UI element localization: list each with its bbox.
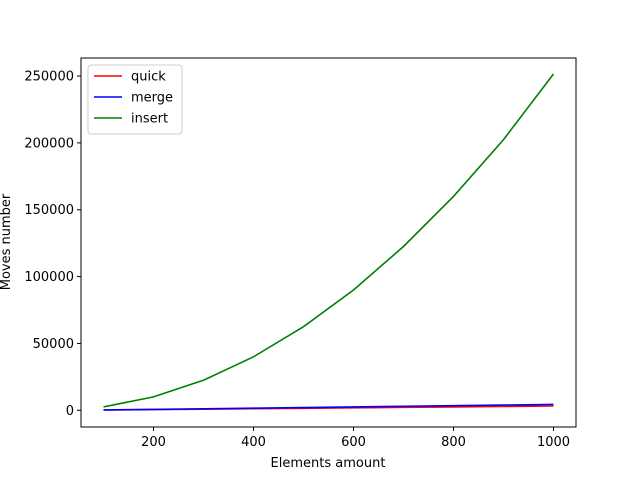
y-tick-label: 250000 — [24, 70, 74, 85]
series-line-insert — [103, 73, 555, 408]
x-tick-label: 600 — [341, 435, 366, 450]
legend-label-insert: insert — [131, 112, 168, 127]
y-tick-label: 150000 — [24, 203, 74, 218]
x-tick-label: 800 — [441, 435, 466, 450]
x-axis-label: Elements amount — [271, 456, 386, 471]
legend: quick merge insert — [87, 64, 183, 135]
y-ticks: 0 50000 100000 150000 200000 250000 — [24, 70, 81, 419]
legend-box — [87, 64, 183, 135]
series-layer — [103, 73, 555, 411]
x-tick-label: 200 — [141, 435, 166, 450]
y-tick-label: 50000 — [33, 337, 74, 352]
legend-label-quick: quick — [131, 70, 166, 85]
y-tick-label: 0 — [66, 404, 74, 419]
y-axis-label: Moves number — [0, 193, 14, 290]
x-tick-label: 400 — [241, 435, 266, 450]
series-line-merge — [103, 403, 554, 411]
x-ticks: 200 400 600 800 1000 — [141, 427, 570, 450]
x-tick-label: 1000 — [537, 435, 570, 450]
y-tick-label: 100000 — [24, 270, 74, 285]
y-tick-label: 200000 — [24, 136, 74, 151]
legend-label-merge: merge — [131, 91, 173, 106]
